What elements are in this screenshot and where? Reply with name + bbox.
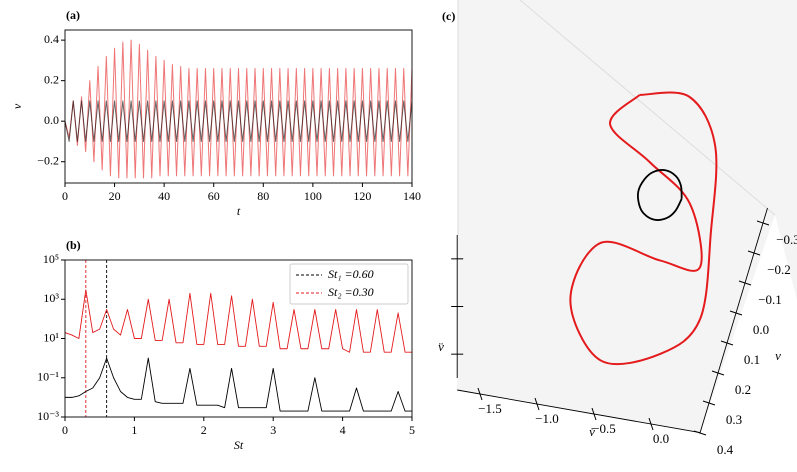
x-axis-label: St [234, 438, 244, 452]
x-tick-label: −0.5 [592, 421, 616, 436]
x-tick-label: −1.0 [535, 411, 559, 426]
y-tick-label: 0.0 [753, 322, 769, 337]
y-tick-label: 0.4 [717, 442, 734, 457]
trajectory [569, 91, 718, 366]
y-tick-label: −0.2 [767, 262, 791, 277]
x-tick-label: 2 [201, 423, 207, 437]
x-tick-label: 0 [62, 189, 68, 203]
y-tick [720, 340, 734, 346]
trajectory [637, 169, 683, 221]
x-tick-label: 5 [409, 423, 415, 437]
x-tick-label: 140 [403, 189, 421, 203]
x-tick-label: 40 [158, 189, 170, 203]
x-axis-label: t [237, 204, 241, 218]
y-tick [756, 220, 770, 226]
x-tick-label: 0 [62, 423, 68, 437]
x-tick-label: 20 [109, 189, 121, 203]
x-tick [477, 387, 483, 401]
x-tick-label: −1.5 [478, 401, 502, 416]
x-axis-line [457, 389, 701, 434]
y-tick-label: −0.1 [758, 292, 782, 307]
y-tick-label: 10⁵ [43, 252, 59, 266]
series-line [65, 39, 412, 179]
x-tick [648, 417, 654, 431]
y-tick-label: 10⁻¹ [37, 370, 59, 384]
legend-label: St₁ =0.60 [328, 267, 374, 281]
x-tick-label: 1 [131, 423, 137, 437]
y-tick-label: 10¹ [43, 330, 59, 344]
x-tick [591, 407, 597, 421]
y-tick-label: 0.2 [44, 72, 59, 86]
x-tick-label: 100 [304, 189, 322, 203]
z-axis-label: v̈ [438, 339, 444, 354]
x-tick-label: 60 [208, 189, 220, 203]
x-tick-label: 80 [257, 189, 269, 203]
y-tick [738, 280, 752, 286]
y-axis-label: v [775, 348, 781, 363]
y-tick-label: −0.3 [776, 232, 797, 247]
y-tick-label: 0.4 [44, 32, 59, 46]
x-tick-label: 0.0 [653, 431, 669, 446]
panel-title: (c) [442, 9, 455, 23]
y-axis-label: v [10, 103, 24, 109]
x-tick-label: 4 [340, 423, 346, 437]
y-tick-label: 0.3 [726, 412, 742, 427]
axes-frame [64, 29, 413, 184]
series-line [65, 357, 412, 412]
pane-background [457, 0, 797, 433]
panel-title: (b) [66, 238, 81, 252]
y-tick-label: 10³ [43, 291, 59, 305]
legend-label: St₂ =0.30 [328, 285, 374, 299]
series-line [65, 289, 412, 353]
pane-edge [519, 0, 776, 216]
x-axis-label: v̇ [589, 424, 595, 439]
y-tick-label: 0.1 [744, 352, 760, 367]
series-line [65, 100, 412, 142]
y-tick [693, 430, 707, 436]
y-tick-label: 0.0 [44, 113, 59, 127]
y-axis-line [699, 207, 768, 434]
y-tick [702, 400, 716, 406]
legend-box [289, 263, 409, 305]
y-tick [711, 370, 725, 376]
y-tick-label: −0.2 [37, 153, 59, 167]
y-tick-label: 10⁻³ [37, 409, 59, 423]
x-tick-label: 120 [353, 189, 371, 203]
y-tick-label: 0.2 [735, 382, 751, 397]
y-tick [729, 310, 743, 316]
panel-title: (a) [66, 8, 80, 22]
y-tick [747, 250, 761, 256]
x-tick-label: 3 [270, 423, 276, 437]
x-tick [534, 397, 540, 411]
